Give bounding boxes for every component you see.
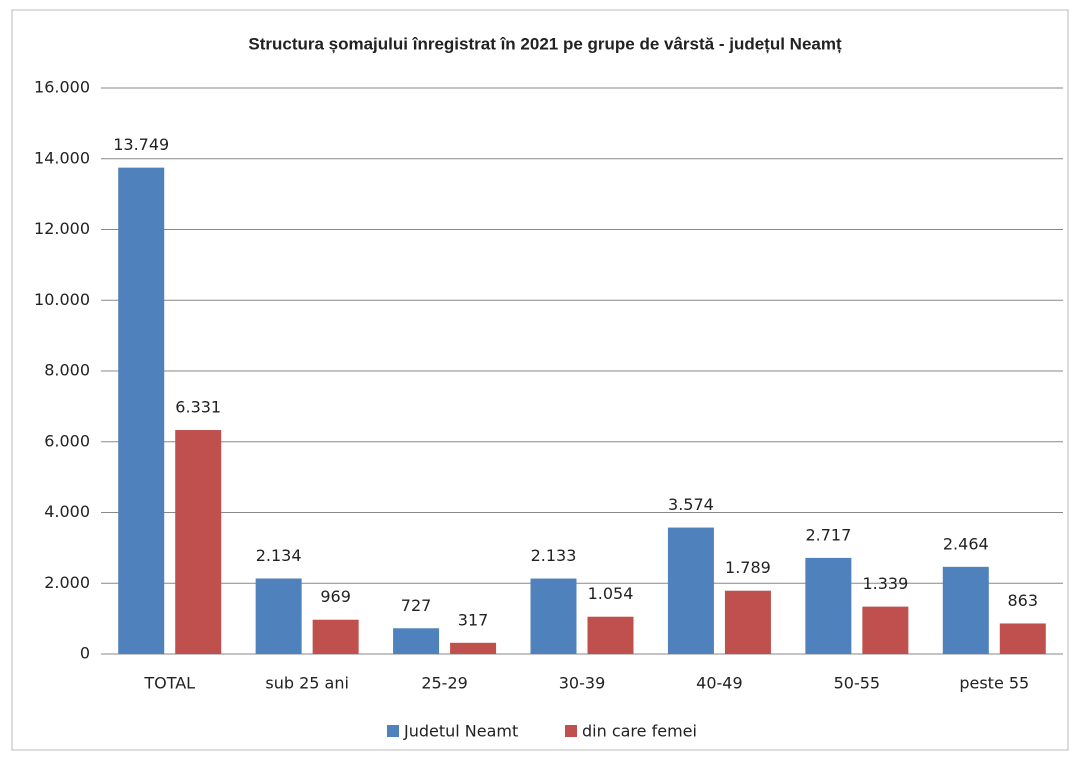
value-label: 2.134 <box>256 546 302 565</box>
value-label: 1.789 <box>725 558 771 577</box>
value-label: 2.133 <box>531 546 577 565</box>
bar <box>805 557 852 654</box>
legend-swatch <box>565 725 577 737</box>
y-tick-label: 8.000 <box>44 361 90 380</box>
chart-title: Structura șomajului înregistrat în 2021 … <box>248 34 842 53</box>
value-label: 6.331 <box>175 398 221 417</box>
legend-label: Judetul Neamt <box>403 722 518 741</box>
value-label: 863 <box>1008 591 1039 610</box>
bar <box>862 606 909 654</box>
x-tick-label: 40-49 <box>696 674 743 693</box>
bar <box>255 578 302 654</box>
x-tick-label: 50-55 <box>834 674 881 693</box>
bar <box>999 623 1046 654</box>
x-tick-label: TOTAL <box>143 674 195 693</box>
value-label: 317 <box>458 610 489 629</box>
bar <box>118 167 165 654</box>
value-label: 3.574 <box>668 495 714 514</box>
bar <box>175 430 222 654</box>
y-tick-label: 6.000 <box>44 431 90 450</box>
bar <box>724 590 771 654</box>
y-tick-label: 12.000 <box>34 219 90 238</box>
bar <box>393 628 440 654</box>
value-label: 1.339 <box>862 574 908 593</box>
x-tick-label: 25-29 <box>421 674 468 693</box>
value-label: 1.054 <box>588 584 634 603</box>
bar <box>530 578 577 654</box>
bar <box>312 619 359 654</box>
value-label: 2.464 <box>943 534 989 553</box>
value-label: 2.717 <box>805 525 851 544</box>
bar <box>667 527 714 654</box>
value-label: 13.749 <box>113 135 169 154</box>
value-label: 727 <box>401 596 432 615</box>
y-tick-label: 16.000 <box>34 78 90 97</box>
x-tick-label: sub 25 ani <box>265 674 349 693</box>
bar <box>450 642 497 654</box>
y-tick-label: 4.000 <box>44 502 90 521</box>
value-label: 969 <box>320 587 351 606</box>
x-tick-label: 30-39 <box>559 674 606 693</box>
bar <box>942 566 989 654</box>
y-tick-label: 0 <box>80 644 90 663</box>
y-tick-label: 14.000 <box>34 148 90 167</box>
bar <box>587 616 634 654</box>
x-tick-label: peste 55 <box>959 674 1029 693</box>
legend-label: din care femei <box>582 722 697 741</box>
y-tick-label: 2.000 <box>44 573 90 592</box>
y-tick-label: 10.000 <box>34 290 90 309</box>
legend-swatch <box>387 725 399 737</box>
